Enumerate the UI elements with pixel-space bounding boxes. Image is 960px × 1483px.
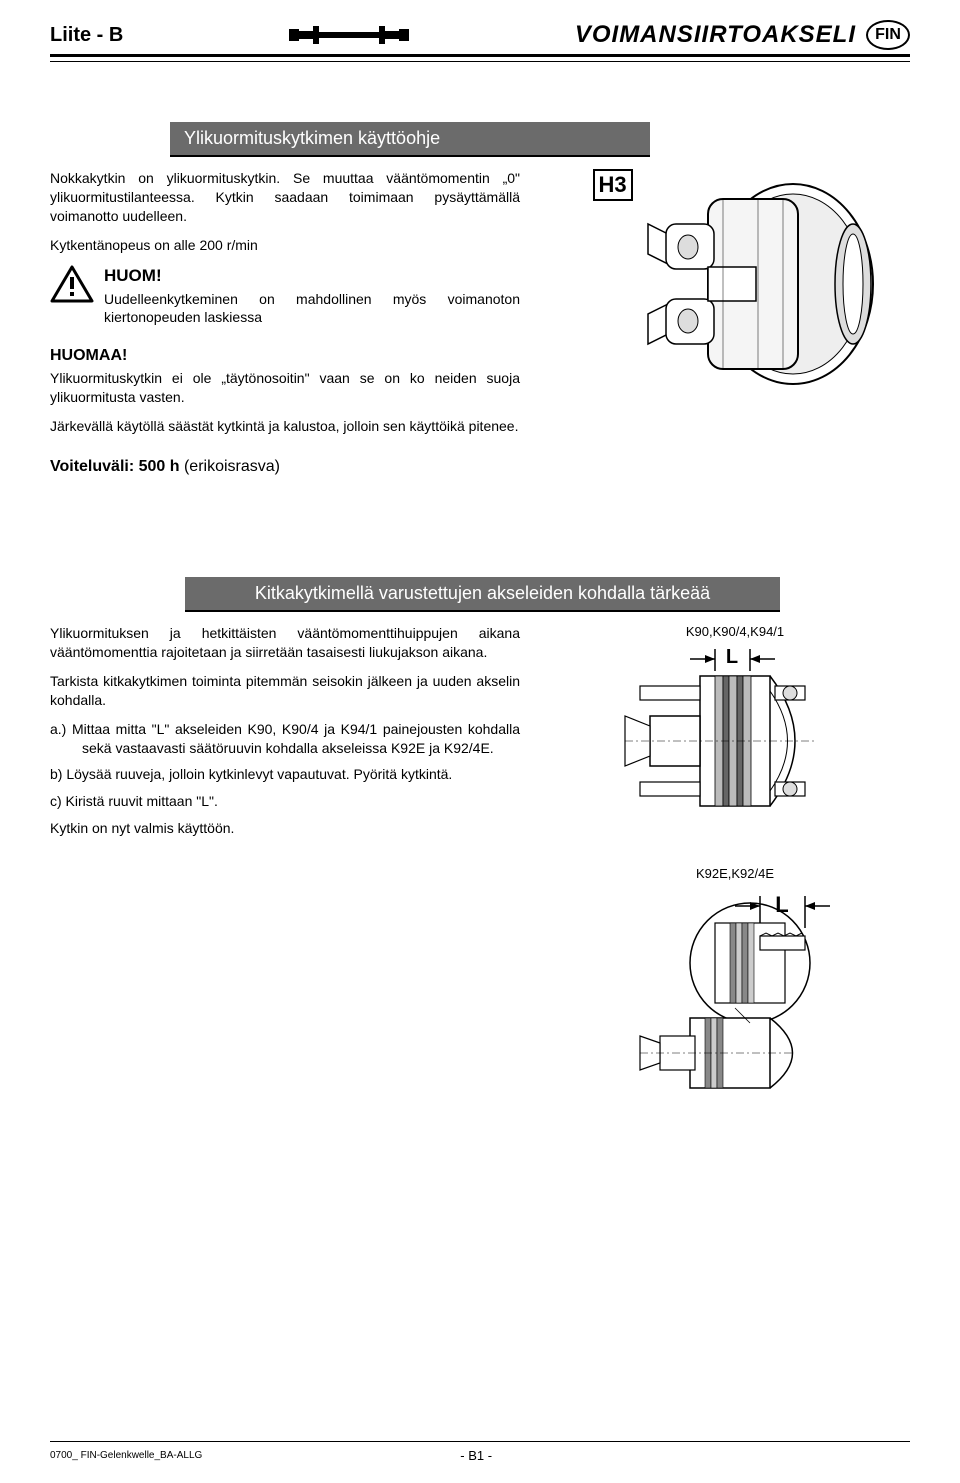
friction-clutch-diagram-2: L <box>620 883 850 1103</box>
section2-text: Ylikuormituksen ja hetkittäisten vääntöm… <box>50 624 520 1108</box>
header-right: VOIMANSIIRTOAKSELI FIN <box>575 20 910 50</box>
page-footer: 0700_ FIN-Gelenkwelle_BA-ALLG - B1 - <box>50 1441 910 1463</box>
huom-label: HUOM! <box>104 265 520 288</box>
item-a: a.) Mittaa mitta "L" akseleiden K90, K90… <box>50 720 520 758</box>
section1-figure: H3 <box>560 169 910 477</box>
item-c: c) Kiristä ruuvit mittaan "L". <box>50 792 520 811</box>
diag1-label: K90,K90/4,K94/1 <box>620 624 850 639</box>
section2-p2: Tarkista kitkakytkimen toiminta pitemmän… <box>50 672 520 710</box>
voit-bold: Voiteluväli: 500 h <box>50 458 180 475</box>
section1-text: Nokkakytkin on ylikuormituskytkin. Se mu… <box>50 169 520 477</box>
warning-icon <box>50 265 94 303</box>
driveshaft-icon <box>289 23 409 47</box>
huom-block: HUOM! Uudelleenkytkeminen on mahdollinen… <box>50 265 520 328</box>
footer-page-number: - B1 - <box>460 1448 492 1463</box>
huomaa-p1: Ylikuormituskytkin ei ole „täytönosoitin… <box>50 369 520 407</box>
section2-banner: Kitkakytkimellä varustettujen akseleiden… <box>185 577 780 612</box>
section1-p2: Kytkentänopeus on alle 200 r/min <box>50 236 520 255</box>
language-badge: FIN <box>866 20 910 50</box>
header-underline <box>50 61 910 62</box>
h3-label: H3 <box>593 169 633 201</box>
page-header: Liite - B VOIMANSIIRTOAKSELI FIN <box>50 20 910 57</box>
huomaa-p2: Järkevällä käytöllä säästät kytkintä ja … <box>50 417 520 436</box>
section-2: Kitkakytkimellä varustettujen akseleiden… <box>50 577 910 1108</box>
diag2-label: K92E,K92/4E <box>620 866 850 881</box>
header-section-label: Liite - B <box>50 24 123 47</box>
section1-banner: Ylikuormituskytkimen käyttöohje <box>170 122 650 157</box>
item-b: b) Löysää ruuveja, jolloin kytkinlevyt v… <box>50 765 520 784</box>
friction-clutch-diagram-1: L <box>620 641 850 841</box>
section-1: Ylikuormituskytkimen käyttöohje Nokkakyt… <box>50 122 910 477</box>
voit-normal: (erikoisrasva) <box>180 458 280 475</box>
huom-text: Uudelleenkytkeminen on mahdollinen myös … <box>104 290 520 328</box>
section2-p1: Ylikuormituksen ja hetkittäisten vääntöm… <box>50 624 520 662</box>
huomaa-label: HUOMAA! <box>50 345 520 367</box>
overload-clutch-diagram <box>638 169 878 399</box>
diag2-L: L <box>775 892 788 917</box>
section2-figures: K90,K90/4,K94/1 L <box>560 624 910 1108</box>
footer-left: 0700_ FIN-Gelenkwelle_BA-ALLG <box>50 1450 202 1461</box>
section2-end: Kytkin on nyt valmis käyttöön. <box>50 819 520 838</box>
diag1-L: L <box>726 646 738 668</box>
header-title: VOIMANSIIRTOAKSELI <box>575 21 856 49</box>
lubrication-interval: Voiteluväli: 500 h (erikoisrasva) <box>50 456 520 478</box>
section1-p1: Nokkakytkin on ylikuormituskytkin. Se mu… <box>50 169 520 226</box>
